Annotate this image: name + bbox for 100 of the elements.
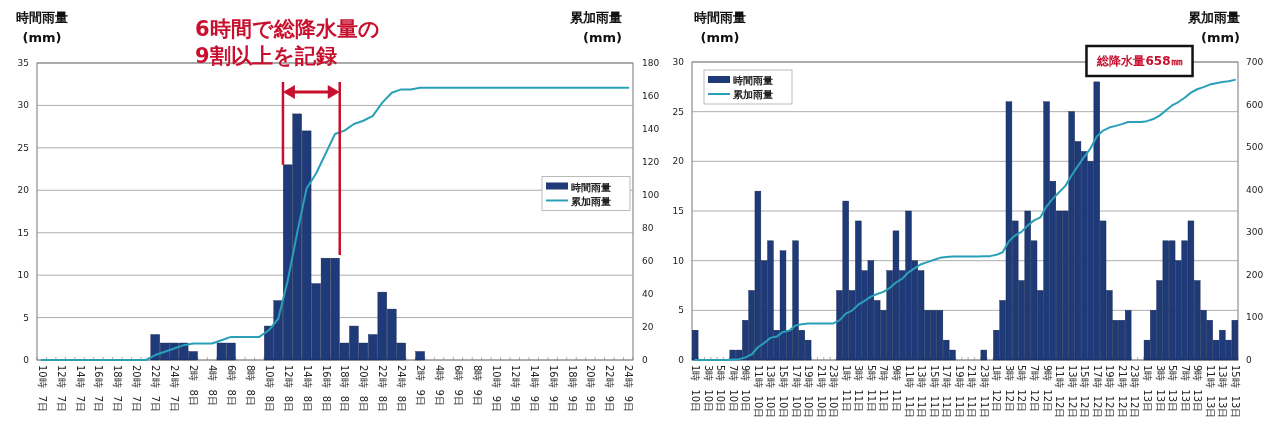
x-tick-label: 1時 12日 xyxy=(991,365,1003,413)
x-tick-label: 24時 9日 xyxy=(623,365,635,413)
x-tick-label: 7時 12日 xyxy=(1029,365,1041,413)
x-tick-label: 11時 12日 xyxy=(1054,365,1066,419)
x-tick-label: 15時 10日 xyxy=(778,365,789,419)
x-tick-label: 23時 10日 xyxy=(828,365,840,419)
y2-tick-label: 20 xyxy=(642,322,654,332)
x-tick-label: 13時 13日 xyxy=(1217,365,1229,419)
x-tick-label: 6時 9日 xyxy=(452,365,464,406)
x-tick-label: 1時 11日 xyxy=(840,365,852,413)
bar xyxy=(415,351,425,361)
x-tick-label: 16時 9日 xyxy=(547,365,559,413)
x-tick-label: 16時 7日 xyxy=(93,365,105,413)
x-tick-label: 6時 8日 xyxy=(225,365,237,406)
x-tick-label: 21時 10日 xyxy=(815,365,827,419)
y2-axis-title: 累加雨量 (mm) xyxy=(1187,10,1240,45)
x-tick-label: 10時 9日 xyxy=(490,365,502,413)
x-tick-label: 17時 11日 xyxy=(941,365,953,419)
x-tick-label: 20時 9日 xyxy=(585,365,597,413)
y2-tick-label: 500 xyxy=(1246,142,1264,153)
y2-tick-label: 60 xyxy=(642,256,654,266)
x-tick-label: 7時 10日 xyxy=(727,365,739,413)
x-tick-label: 9時 13日 xyxy=(1192,365,1204,413)
x-tick-label: 13時 10日 xyxy=(765,365,777,419)
y-tick-label: 20 xyxy=(17,185,30,196)
x-tick-label: 11時 11日 xyxy=(903,365,915,419)
x-tick-label: 11時 13日 xyxy=(1204,365,1216,419)
x-tick-label: 17時 10日 xyxy=(790,365,802,419)
y-tick-label: 10 xyxy=(17,270,30,281)
x-tick-label: 3時 13日 xyxy=(1154,365,1166,413)
y-tick-label: 0 xyxy=(23,355,30,365)
y-tick-label: 0 xyxy=(678,355,685,365)
x-tick-label: 13時 11日 xyxy=(916,365,928,419)
x-tick-label: 18時 8日 xyxy=(339,365,351,413)
x-tick-label: 19時 10日 xyxy=(803,365,815,419)
x-tick-label: 20時 7日 xyxy=(131,365,143,413)
y2-tick-label: 0 xyxy=(1246,355,1252,365)
x-tick-label: 22時 9日 xyxy=(604,365,616,413)
x-tick-label: 19時 11日 xyxy=(953,365,965,419)
y2-tick-label: 100 xyxy=(642,190,660,200)
x-tick-label: 12時 9日 xyxy=(509,365,521,413)
x-tick-label: 22時 7日 xyxy=(150,365,162,413)
x-tick-label: 10時 7日 xyxy=(36,365,48,413)
x-tick-label: 15時 11日 xyxy=(928,365,940,419)
x-tick-label: 20時 8日 xyxy=(358,365,370,413)
annotation: 総降水量658㎜ xyxy=(1096,54,1183,68)
x-tick-label: 21時 12日 xyxy=(1116,365,1128,419)
bar xyxy=(691,330,699,361)
y-tick-label: 15 xyxy=(17,227,29,238)
x-tick-label: 19時 12日 xyxy=(1104,365,1116,419)
x-tick-label: 1時 10日 xyxy=(690,365,702,413)
y2-tick-label: 600 xyxy=(1246,99,1264,110)
x-tick-label: 14時 7日 xyxy=(74,365,86,413)
legend-label: 累加雨量 xyxy=(570,195,611,207)
y2-tick-label: 180 xyxy=(642,58,660,68)
x-tick-label: 15時 12日 xyxy=(1079,365,1091,419)
y-tick-label: 15 xyxy=(672,206,684,216)
x-tick-label: 9時 11日 xyxy=(890,365,902,413)
x-tick-label: 13時 12日 xyxy=(1066,365,1078,419)
x-tick-label: 8時 8日 xyxy=(244,365,256,406)
y2-tick-label: 40 xyxy=(642,289,654,299)
x-tick-label: 4時 9日 xyxy=(434,365,446,406)
x-tick-label: 8時 9日 xyxy=(471,365,483,406)
x-tick-label: 23時 11日 xyxy=(978,365,990,419)
x-tick-label: 7時 11日 xyxy=(878,365,890,413)
legend-label: 累加雨量 xyxy=(732,89,773,100)
x-tick-label: 4時 8日 xyxy=(207,365,219,406)
x-tick-label: 2時 8日 xyxy=(188,365,200,406)
x-tick-label: 23時 12日 xyxy=(1129,365,1141,419)
x-tick-label: 3時 11日 xyxy=(853,365,865,413)
x-tick-label: 15時 13日 xyxy=(1229,365,1241,419)
y2-tick-label: 200 xyxy=(1246,269,1264,280)
y-tick-label: 30 xyxy=(17,100,30,111)
y-axis-title: 時間雨量 (mm) xyxy=(694,10,746,45)
y-tick-label: 10 xyxy=(672,255,685,266)
legend-label: 時間雨量 xyxy=(571,181,611,193)
x-tick-label: 16時 8日 xyxy=(320,365,332,413)
y-tick-label: 5 xyxy=(678,305,684,316)
x-tick-label: 12時 8日 xyxy=(282,365,294,413)
y2-tick-label: 100 xyxy=(1246,312,1264,323)
x-tick-label: 21時 11日 xyxy=(966,365,978,419)
legend-label: 時間雨量 xyxy=(733,75,773,86)
y-axis-title: 時間雨量 (mm) xyxy=(16,10,68,45)
x-tick-label: 3時 12日 xyxy=(1003,365,1015,413)
y2-tick-label: 700 xyxy=(1246,57,1264,67)
y2-tick-label: 300 xyxy=(1246,227,1264,238)
x-tick-label: 1時 13日 xyxy=(1142,365,1153,413)
y-tick-label: 35 xyxy=(17,58,29,68)
x-tick-label: 14時 9日 xyxy=(528,365,540,413)
y-tick-label: 25 xyxy=(672,106,684,117)
y2-tick-label: 400 xyxy=(1246,184,1264,195)
y2-tick-label: 160 xyxy=(642,91,660,101)
x-tick-label: 11時 10日 xyxy=(752,365,764,419)
x-tick-label: 9時 10日 xyxy=(740,365,752,413)
y-tick-label: 30 xyxy=(672,57,685,67)
annotation: 6時間で総降水量の 9割以上を記録 xyxy=(195,17,380,69)
y-tick-label: 5 xyxy=(23,312,29,323)
x-tick-label: 7時 13日 xyxy=(1179,365,1191,413)
y2-tick-label: 120 xyxy=(642,157,660,167)
y2-tick-label: 0 xyxy=(642,355,648,365)
